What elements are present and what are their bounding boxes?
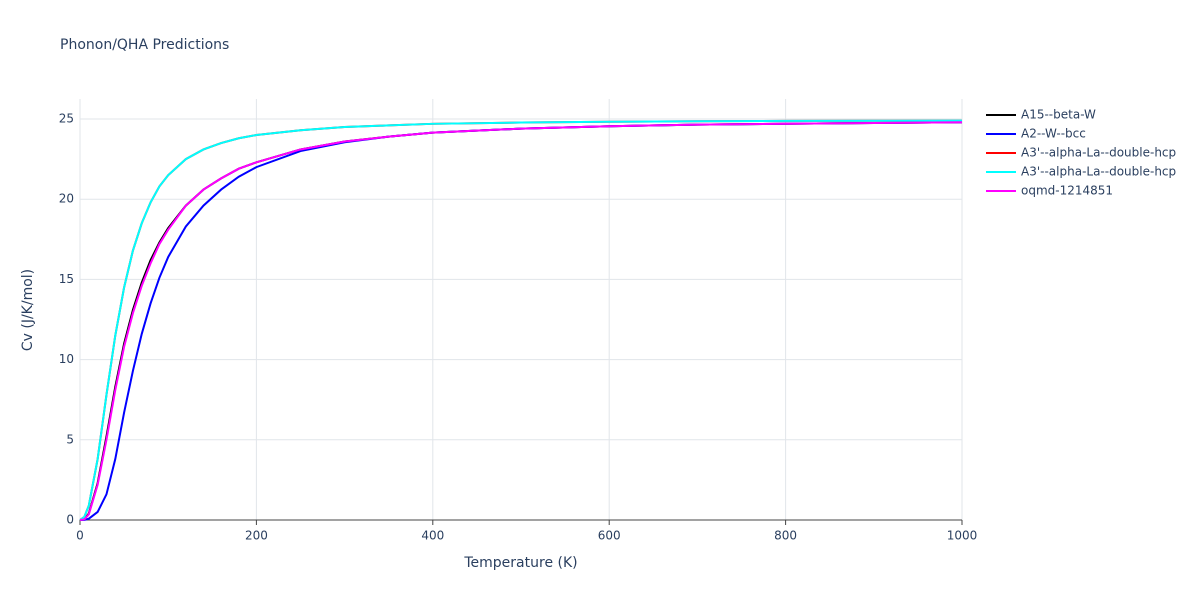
- y-axis-title: Cv (J/K/mol): [20, 269, 36, 351]
- y-tick-label: 5: [66, 432, 74, 446]
- series-line: [79, 121, 963, 521]
- series-line: [79, 121, 963, 521]
- x-tick-label: 200: [245, 529, 268, 543]
- legend-label[interactable]: A3'--alpha-La--double-hcp: [1021, 146, 1176, 160]
- y-tick-label: 20: [59, 192, 74, 206]
- chart-title: Phonon/QHA Predictions: [60, 37, 229, 53]
- x-tick-label: 800: [774, 529, 797, 543]
- y-tick-label: 15: [59, 272, 74, 286]
- legend-label[interactable]: A15--beta-W: [1021, 108, 1096, 122]
- legend-label[interactable]: A2--W--bcc: [1021, 127, 1086, 141]
- x-tick-label: 400: [421, 529, 444, 543]
- legend-label[interactable]: oqmd-1214851: [1021, 184, 1113, 198]
- legend-label[interactable]: A3'--alpha-La--double-hcp: [1021, 165, 1176, 179]
- y-tick-label: 0: [66, 513, 74, 527]
- series-line: [79, 121, 963, 521]
- x-tick-label: 0: [76, 529, 84, 543]
- x-tick-label: 600: [598, 529, 621, 543]
- y-tick-label: 25: [59, 112, 74, 126]
- x-axis-title: Temperature (K): [463, 555, 577, 571]
- series-line: [79, 119, 963, 521]
- x-tick-label: 1000: [947, 529, 978, 543]
- series-line: [79, 119, 963, 521]
- y-tick-label: 10: [59, 352, 74, 366]
